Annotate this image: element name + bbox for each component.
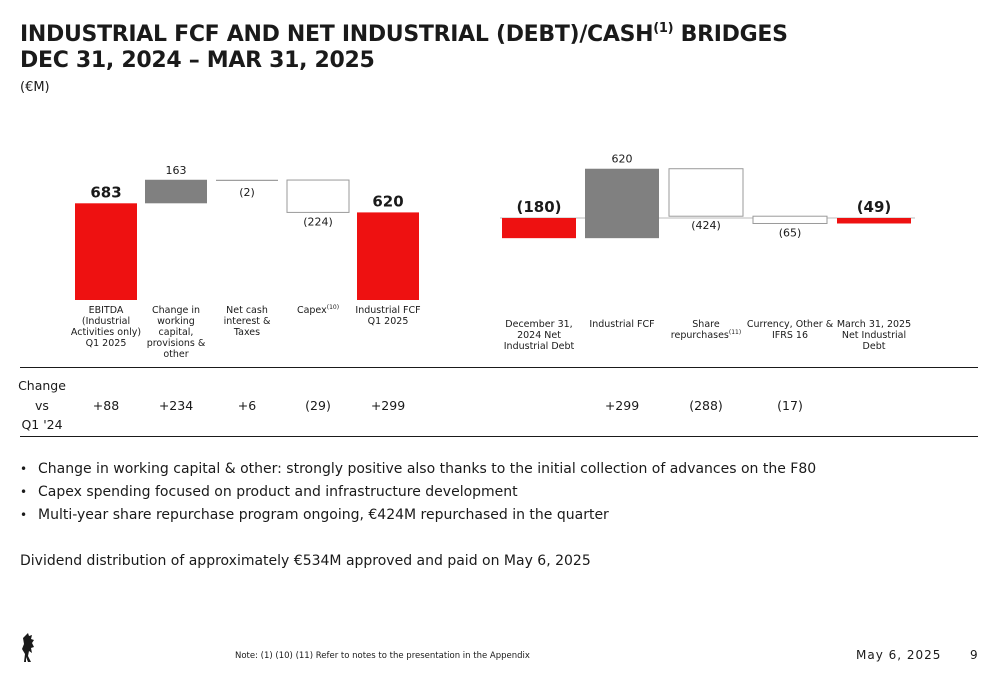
category-label-line: capital, [158, 327, 194, 338]
category-label-line: Currency, Other & [746, 319, 834, 330]
data-label: (65) [779, 226, 802, 239]
category-label-line: Industrial FCF [355, 305, 421, 316]
category-label-line: December 31, [505, 319, 573, 330]
category-label: Currency, Other & IFRS 16 [745, 319, 835, 341]
net-industrial-debt-bridge: (180) 620 (424) (65) (49) [500, 153, 915, 239]
category-label: March 31, 2025 Net Industrial Debt [829, 319, 919, 352]
currency-label: (€M) [20, 80, 50, 95]
category-label-line: EBITDA [88, 305, 124, 316]
data-label: (49) [857, 198, 892, 216]
bullet-item: Multi-year share repurchase program ongo… [20, 506, 816, 524]
footnote: Note: (1) (10) (11) Refer to notes to th… [235, 651, 530, 661]
category-label-line: Taxes [233, 327, 261, 338]
bar-decrease [286, 179, 350, 213]
data-label: 620 [372, 192, 403, 210]
category-label: Capex(10) [282, 304, 354, 317]
change-label-line3: Q1 '24 [21, 417, 63, 432]
industrial-fcf-bridge: 683 163 (2) (224) 620 [75, 164, 419, 300]
data-label: 163 [166, 164, 187, 177]
footnote-ref: (10) [326, 304, 340, 311]
category-label: Industrial FCF [577, 319, 667, 330]
data-label: (2) [239, 186, 255, 199]
category-label-line: Net Industrial [841, 330, 907, 341]
footnote-ref: (11) [728, 329, 742, 336]
bar-increase [145, 179, 207, 204]
data-label: 620 [612, 153, 633, 166]
bar-total [75, 203, 137, 300]
commentary-bullets: Change in working capital & other: stron… [20, 460, 816, 529]
category-label: EBITDA (Industrial Activities only) Q1 2025 [70, 305, 142, 349]
change-label-line2: vs [35, 398, 49, 413]
category-label-line: working [157, 316, 195, 327]
bar-increase [585, 168, 659, 239]
category-label-line: Q1 2025 [367, 316, 409, 327]
category-label-line: Net cash [226, 305, 268, 316]
category-label-line: Change in [151, 305, 201, 316]
presentation-date: May 6, 2025 [856, 648, 942, 662]
bar-decrease [752, 215, 828, 224]
slide-title: INDUSTRIAL FCF AND NET INDUSTRIAL (DEBT)… [20, 22, 788, 74]
bullet-item: Change in working capital & other: stron… [20, 460, 816, 478]
data-label: (424) [691, 219, 721, 232]
dividend-note: Dividend distribution of approximately €… [20, 553, 591, 569]
bar-total [357, 212, 419, 300]
change-value: +88 [92, 398, 120, 413]
category-label-line: Capex [296, 305, 327, 316]
change-value: +6 [237, 398, 257, 413]
title-line2: DEC 31, 2024 – MAR 31, 2025 [20, 48, 375, 73]
bullet-item: Capex spending focused on product and in… [20, 483, 816, 501]
category-label-line: provisions & [146, 338, 206, 349]
category-label-line: Q1 2025 [85, 338, 127, 349]
category-label-line: Share [692, 319, 720, 330]
divider-top [20, 367, 978, 368]
category-label: Industrial FCF Q1 2025 [352, 305, 424, 327]
category-label: Share repurchases(11) [661, 319, 751, 341]
change-value: (288) [689, 398, 723, 413]
change-label-line1: Change [18, 378, 66, 393]
category-label-line: Debt [862, 341, 886, 352]
data-label: (180) [516, 198, 561, 216]
category-label: Net cash interest & Taxes [211, 305, 283, 338]
bar-total [837, 218, 911, 224]
category-label-line: Activities only) [70, 327, 142, 338]
title-line1: INDUSTRIAL FCF AND NET INDUSTRIAL (DEBT)… [20, 21, 788, 47]
category-label-line: repurchases [670, 330, 729, 341]
category-label: Change in working capital, provisions & othe… [140, 305, 212, 360]
prancing-horse-logo-icon [22, 633, 34, 662]
category-label: December 31, 2024 Net Industrial Debt [494, 319, 584, 352]
change-value: +299 [604, 398, 640, 413]
bar-decrease [216, 179, 278, 181]
category-label-line: March 31, 2025 [836, 319, 912, 330]
change-value: +234 [158, 398, 194, 413]
data-label: 683 [90, 183, 121, 201]
category-label-line: 2024 Net [517, 330, 561, 341]
category-label-line: Industrial Debt [503, 341, 575, 352]
category-label-line: Industrial FCF [589, 319, 655, 330]
change-value: +299 [370, 398, 406, 413]
category-label-line: other [163, 349, 189, 360]
page-number: 9 [970, 648, 978, 662]
category-label-line: (Industrial [81, 316, 131, 327]
change-value: (17) [777, 398, 803, 413]
change-value: (29) [305, 398, 331, 413]
bar-total [502, 218, 576, 239]
bar-decrease [668, 168, 744, 217]
bridge-charts: 683 163 (2) (224) 620 (180) 620 (424) (65) (49) [75, 153, 915, 300]
data-label: (224) [303, 215, 333, 228]
category-label-line: interest & [223, 316, 271, 327]
category-label-line: IFRS 16 [771, 330, 808, 341]
divider-bottom [20, 436, 978, 437]
